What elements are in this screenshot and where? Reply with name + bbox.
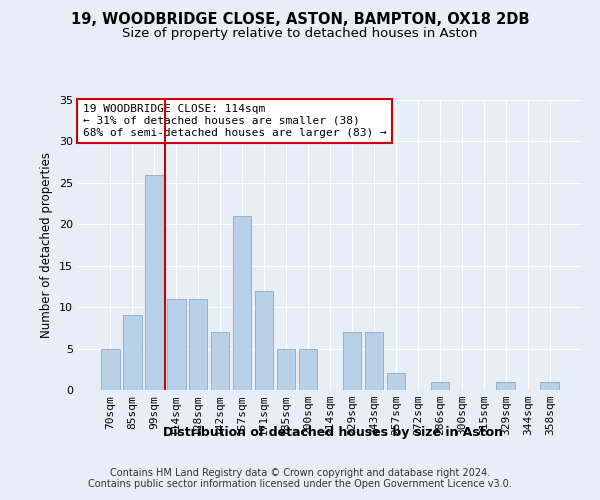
Bar [233, 216, 251, 390]
Bar [496, 382, 515, 390]
Bar [255, 290, 274, 390]
Bar [541, 382, 559, 390]
Bar [123, 316, 142, 390]
Text: 19 WOODBRIDGE CLOSE: 114sqm
← 31% of detached houses are smaller (38)
68% of sem: 19 WOODBRIDGE CLOSE: 114sqm ← 31% of det… [83, 104, 387, 138]
Y-axis label: Number of detached properties: Number of detached properties [40, 152, 53, 338]
Bar [386, 374, 405, 390]
Bar [431, 382, 449, 390]
Bar [167, 299, 185, 390]
Text: Size of property relative to detached houses in Aston: Size of property relative to detached ho… [122, 28, 478, 40]
Bar [277, 348, 295, 390]
Bar [101, 348, 119, 390]
Text: Contains HM Land Registry data © Crown copyright and database right 2024.: Contains HM Land Registry data © Crown c… [110, 468, 490, 477]
Bar [365, 332, 383, 390]
Bar [299, 348, 317, 390]
Bar [145, 174, 164, 390]
Text: Distribution of detached houses by size in Aston: Distribution of detached houses by size … [163, 426, 503, 439]
Bar [211, 332, 229, 390]
Bar [343, 332, 361, 390]
Text: Contains public sector information licensed under the Open Government Licence v3: Contains public sector information licen… [88, 479, 512, 489]
Text: 19, WOODBRIDGE CLOSE, ASTON, BAMPTON, OX18 2DB: 19, WOODBRIDGE CLOSE, ASTON, BAMPTON, OX… [71, 12, 529, 28]
Bar [189, 299, 208, 390]
